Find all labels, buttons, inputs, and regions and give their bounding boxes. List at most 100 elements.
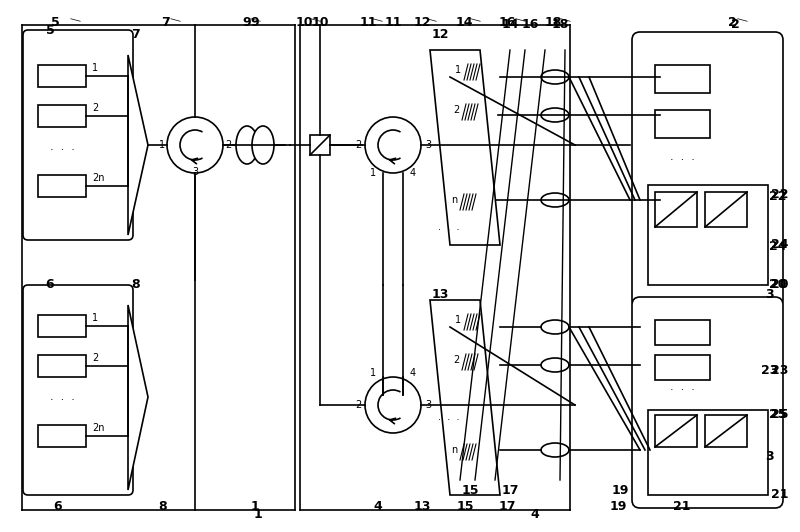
Bar <box>705 415 747 447</box>
Text: 7: 7 <box>132 29 140 41</box>
Text: 3: 3 <box>766 288 774 302</box>
Text: n: n <box>451 445 458 455</box>
Text: 15: 15 <box>462 484 478 496</box>
Bar <box>655 415 697 447</box>
Bar <box>310 135 330 155</box>
Text: ·  ·  ·: · · · <box>50 395 74 405</box>
Bar <box>38 175 86 197</box>
Text: 2: 2 <box>92 103 98 113</box>
Text: 3: 3 <box>192 167 198 177</box>
Bar <box>648 185 768 285</box>
Bar <box>705 192 747 227</box>
Polygon shape <box>430 50 500 245</box>
Ellipse shape <box>252 126 274 164</box>
Ellipse shape <box>541 320 569 334</box>
Text: 1: 1 <box>250 500 259 512</box>
Text: 18: 18 <box>544 15 562 29</box>
Text: 2: 2 <box>354 140 361 150</box>
Circle shape <box>365 377 421 433</box>
Bar <box>38 425 86 447</box>
Text: 2: 2 <box>225 140 231 150</box>
Polygon shape <box>430 300 500 495</box>
Text: 5: 5 <box>50 15 59 29</box>
Ellipse shape <box>541 108 569 122</box>
Text: 1: 1 <box>370 168 376 178</box>
Bar <box>655 65 710 93</box>
Text: 1: 1 <box>254 509 262 521</box>
Text: 1: 1 <box>92 313 98 323</box>
Text: 19: 19 <box>611 484 629 496</box>
Circle shape <box>365 117 421 173</box>
Text: 2: 2 <box>453 105 459 115</box>
Text: 1: 1 <box>455 315 461 325</box>
Bar <box>655 110 710 138</box>
Ellipse shape <box>236 126 258 164</box>
Circle shape <box>167 117 223 173</box>
Text: 25: 25 <box>770 409 786 421</box>
Bar <box>655 355 710 380</box>
Text: 14: 14 <box>502 19 518 31</box>
Text: 10: 10 <box>295 15 313 29</box>
Text: 16: 16 <box>522 19 538 31</box>
Ellipse shape <box>541 443 569 457</box>
Ellipse shape <box>541 193 569 207</box>
Text: 17: 17 <box>498 500 516 512</box>
Text: 8: 8 <box>158 500 167 512</box>
Bar <box>648 410 768 495</box>
Text: 19: 19 <box>610 500 626 512</box>
Text: 4: 4 <box>410 168 416 178</box>
Bar <box>38 105 86 127</box>
Text: 15: 15 <box>456 500 474 512</box>
Text: 2: 2 <box>92 353 98 363</box>
FancyBboxPatch shape <box>23 285 133 495</box>
Text: 3: 3 <box>425 400 431 410</box>
Text: 12: 12 <box>431 29 449 41</box>
Text: 10: 10 <box>311 15 329 29</box>
Text: 3: 3 <box>425 140 431 150</box>
Bar <box>38 355 86 377</box>
Text: 2: 2 <box>354 400 361 410</box>
Text: 4: 4 <box>374 500 382 512</box>
Ellipse shape <box>541 358 569 372</box>
Text: 20: 20 <box>771 278 789 292</box>
FancyBboxPatch shape <box>23 30 133 240</box>
Text: 9: 9 <box>250 15 259 29</box>
Text: 25: 25 <box>771 409 789 421</box>
Text: 16: 16 <box>498 15 516 29</box>
Text: 17: 17 <box>502 484 518 496</box>
Text: 13: 13 <box>431 288 449 302</box>
Text: 6: 6 <box>46 278 54 292</box>
Text: 1: 1 <box>92 63 98 73</box>
Text: 4: 4 <box>530 509 539 521</box>
Text: 11: 11 <box>384 15 402 29</box>
Text: 23: 23 <box>762 363 778 377</box>
Text: 1: 1 <box>455 65 461 75</box>
Text: ·  ·  ·: · · · <box>438 415 460 425</box>
Text: 4: 4 <box>410 368 416 378</box>
Text: 2: 2 <box>453 355 459 365</box>
Text: 14: 14 <box>455 15 473 29</box>
FancyBboxPatch shape <box>632 297 783 508</box>
FancyBboxPatch shape <box>632 32 783 308</box>
Text: 18: 18 <box>551 19 569 31</box>
Bar <box>38 65 86 87</box>
Bar <box>655 192 697 227</box>
Text: 1: 1 <box>159 140 165 150</box>
Polygon shape <box>128 55 148 235</box>
Text: 13: 13 <box>414 500 430 512</box>
Text: 1: 1 <box>370 368 376 378</box>
Text: 5: 5 <box>46 23 54 37</box>
Text: 2: 2 <box>728 15 736 29</box>
Text: ·  ·  ·: · · · <box>670 385 694 395</box>
Text: 22: 22 <box>771 188 789 202</box>
Text: 2n: 2n <box>92 423 105 433</box>
Text: 24: 24 <box>771 238 789 252</box>
Text: ·  ·  ·: · · · <box>50 145 74 155</box>
Ellipse shape <box>541 70 569 84</box>
Text: 11: 11 <box>359 15 377 29</box>
Text: 2n: 2n <box>92 173 105 183</box>
Text: 6: 6 <box>54 500 62 512</box>
Text: 20: 20 <box>770 278 786 292</box>
Text: 24: 24 <box>770 240 786 254</box>
Text: 2: 2 <box>730 19 739 31</box>
